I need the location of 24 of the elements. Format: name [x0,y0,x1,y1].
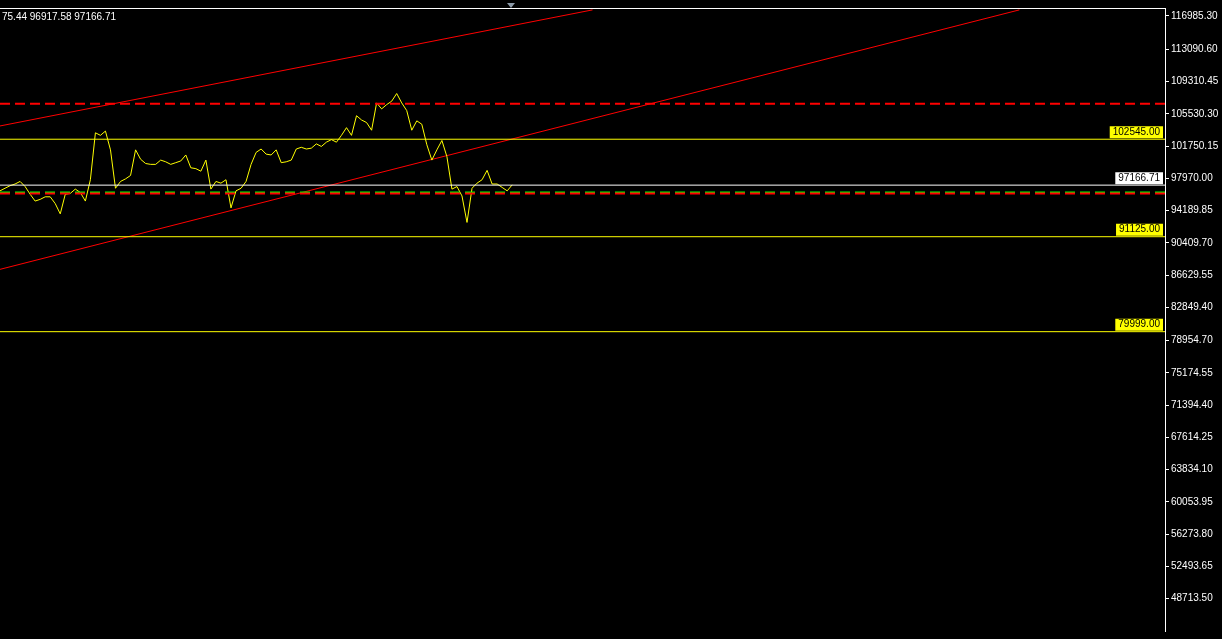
annotation: 75.44 96917.58 97166.71 [2,10,117,22]
y-tick-label: 67614.25 [1171,431,1214,443]
ref-line-label: 91125.00 [1119,223,1161,235]
y-tick-label: 60053.95 [1171,495,1214,507]
y-tick-label: 63834.10 [1171,463,1214,475]
y-tick-label: 97970.00 [1171,172,1214,184]
y-tick-label: 86629.55 [1171,268,1214,280]
y-tick-label: 113090.60 [1171,42,1218,54]
y-tick-label: 101750.15 [1171,139,1219,151]
y-tick-label: 75174.55 [1171,366,1214,378]
y-tick-label: 116985.30 [1171,9,1218,21]
y-tick-label: 48713.50 [1171,592,1214,604]
ref-line-label: 97166.71 [1118,171,1161,183]
y-tick-label: 105530.30 [1171,107,1219,119]
y-tick-label: 78954.70 [1171,334,1214,346]
ref-line-label: 102545.00 [1112,125,1161,137]
y-tick-label: 82849.40 [1171,301,1214,313]
y-tick-label: 52493.65 [1171,560,1214,572]
ref-line-label: 79999.00 [1118,318,1161,330]
y-tick-label: 94189.85 [1171,204,1214,216]
y-tick-label: 109310.45 [1171,75,1219,87]
y-tick-label: 90409.70 [1171,236,1214,248]
y-tick-label: 71394.40 [1171,398,1214,410]
y-tick-label: 56273.80 [1171,527,1214,539]
